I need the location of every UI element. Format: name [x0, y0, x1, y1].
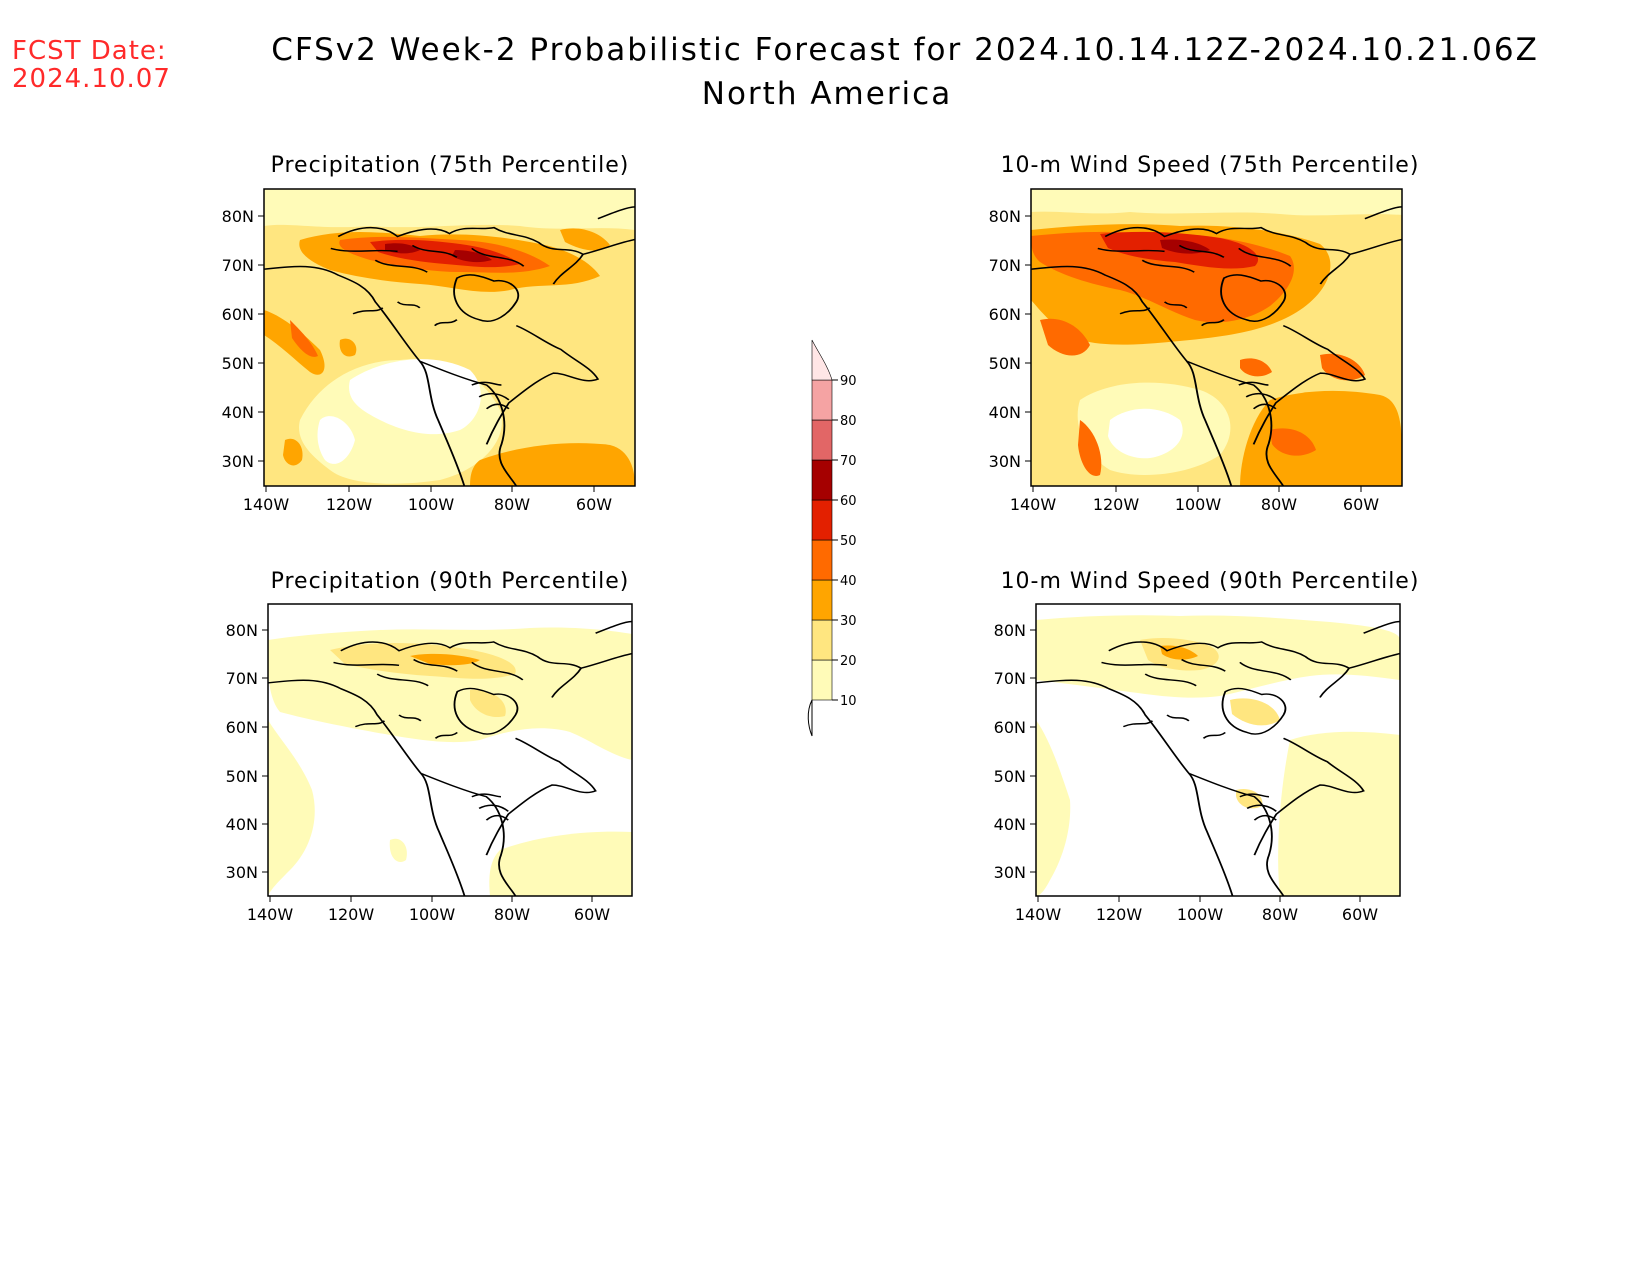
- colorbar-swatch: [811, 419, 833, 461]
- lon-label: 140W: [1015, 905, 1062, 924]
- lat-label: 60N: [994, 718, 1026, 737]
- region-subtitle: North America: [701, 76, 953, 112]
- lat-label: 80N: [989, 207, 1021, 226]
- colorbar-swatch: [811, 539, 833, 581]
- colorbar-swatch: [811, 459, 833, 501]
- colorbar-label: 10: [840, 694, 857, 709]
- lat-label: 80N: [222, 207, 254, 226]
- colorbar: 10 20 30 40 50 60 70 80 90: [807, 339, 857, 737]
- main-title: CFSv2 Week-2 Probabilistic Forecast for …: [271, 32, 1539, 68]
- lon-label: 100W: [1175, 495, 1222, 514]
- colorbar-top-arrow: [811, 339, 833, 381]
- map-wind-90: [1036, 604, 1400, 896]
- frame-precip-90: [267, 603, 633, 897]
- lat-label: 70N: [226, 669, 258, 688]
- lat-label: 50N: [226, 767, 258, 786]
- lon-label: 80W: [1262, 905, 1298, 924]
- lon-label: 140W: [247, 905, 294, 924]
- colorbar-swatch: [811, 579, 833, 621]
- lat-label: 60N: [989, 305, 1021, 324]
- lat-label: 70N: [989, 256, 1021, 275]
- colorbar-swatch: [811, 659, 833, 701]
- colorbar-bottom-arrow: [807, 699, 813, 737]
- map-precip-75: [264, 189, 635, 486]
- colorbar-swatch: [811, 379, 833, 421]
- lat-label: 30N: [226, 863, 258, 882]
- lat-label: 40N: [994, 815, 1026, 834]
- panel-title-precip-75: Precipitation (75th Percentile): [270, 153, 630, 178]
- frame-wind-90: [1035, 603, 1401, 897]
- lat-label: 40N: [226, 815, 258, 834]
- lat-label: 50N: [994, 767, 1026, 786]
- colorbar-label: 40: [840, 574, 857, 589]
- lat-label: 30N: [994, 863, 1026, 882]
- lon-label: 100W: [408, 495, 455, 514]
- lon-label: 120W: [1096, 905, 1143, 924]
- colorbar-label: 80: [840, 414, 857, 429]
- lat-label: 60N: [226, 718, 258, 737]
- colorbar-label: 50: [840, 534, 857, 549]
- panel-title-wind-90: 10-m Wind Speed (90th Percentile): [1000, 569, 1420, 594]
- lat-label: 60N: [222, 305, 254, 324]
- frame-precip-75: [263, 188, 636, 487]
- longitude-labels: 140W 120W 100W 80W 60W 140W 120W 100W 80…: [243, 495, 1379, 924]
- lon-label: 60W: [574, 905, 610, 924]
- lon-label: 100W: [409, 905, 456, 924]
- map-wind-75: [1031, 189, 1402, 486]
- lon-label: 100W: [1177, 905, 1224, 924]
- lat-label: 70N: [994, 669, 1026, 688]
- lon-label: 140W: [1010, 495, 1057, 514]
- colorbar-swatch: [811, 499, 833, 541]
- forecast-date-label: FCST Date:: [12, 36, 167, 66]
- lat-label: 50N: [222, 354, 254, 373]
- colorbar-swatch: [811, 619, 833, 661]
- axis-ticks: [258, 215, 1362, 902]
- lon-label: 140W: [243, 495, 290, 514]
- map-precip-90: [268, 604, 632, 896]
- lon-label: 60W: [1342, 905, 1378, 924]
- lon-label: 80W: [494, 905, 530, 924]
- colorbar-label: 20: [840, 654, 857, 669]
- latitude-labels: 80N 70N 60N 50N 40N 30N 80N 70N 60N 50N …: [222, 207, 1026, 882]
- lat-label: 40N: [989, 403, 1021, 422]
- lon-label: 60W: [576, 495, 612, 514]
- colorbar-label: 30: [840, 614, 857, 629]
- panel-title-wind-75: 10-m Wind Speed (75th Percentile): [1000, 153, 1420, 178]
- lon-label: 120W: [326, 495, 373, 514]
- lat-label: 40N: [222, 403, 254, 422]
- lat-label: 80N: [994, 621, 1026, 640]
- forecast-date-value: 2024.10.07: [12, 64, 171, 94]
- lon-label: 80W: [1261, 495, 1297, 514]
- lon-label: 120W: [328, 905, 375, 924]
- lat-label: 80N: [226, 621, 258, 640]
- colorbar-label: 90: [840, 374, 857, 389]
- lon-label: 60W: [1343, 495, 1379, 514]
- lon-label: 120W: [1093, 495, 1140, 514]
- colorbar-label: 60: [840, 494, 857, 509]
- lon-label: 80W: [494, 495, 530, 514]
- lat-label: 30N: [222, 452, 254, 471]
- colorbar-label: 70: [840, 454, 857, 469]
- panel-title-precip-90: Precipitation (90th Percentile): [270, 569, 630, 594]
- frame-wind-75: [1030, 188, 1403, 487]
- lat-label: 70N: [222, 256, 254, 275]
- lat-label: 30N: [989, 452, 1021, 471]
- lat-label: 50N: [989, 354, 1021, 373]
